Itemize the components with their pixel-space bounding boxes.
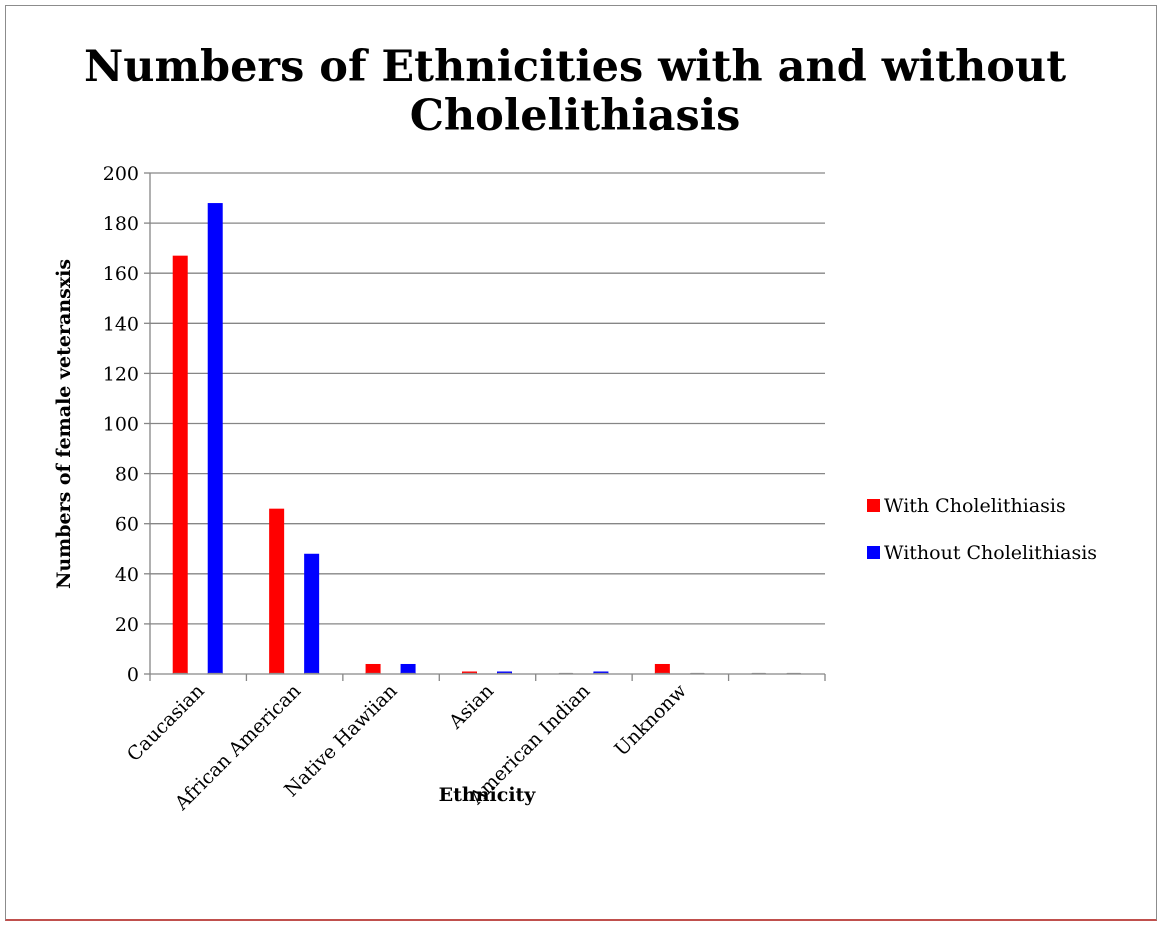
legend-swatch bbox=[867, 546, 880, 559]
chart-frame: Numbers of Ethnicities with and without … bbox=[5, 5, 1157, 921]
legend: With Cholelithiasis Without Cholelithiasi… bbox=[867, 495, 1097, 564]
legend-label: Without Cholelithiasis bbox=[884, 542, 1097, 564]
bar bbox=[172, 255, 188, 675]
bar bbox=[365, 663, 381, 674]
bar bbox=[269, 508, 285, 674]
bar bbox=[304, 553, 320, 674]
bar bbox=[207, 203, 223, 674]
y-tick-label: 160 bbox=[103, 263, 139, 285]
gridlines bbox=[150, 172, 825, 625]
y-tick-labels: 0 20 40 60 80 100 120 140 160 180 200 bbox=[103, 163, 139, 686]
y-tick-label: 40 bbox=[115, 564, 139, 586]
y-tick-label: 80 bbox=[115, 464, 139, 486]
y-tick-label: 20 bbox=[115, 614, 139, 636]
x-tick-label: Unknonw bbox=[610, 679, 691, 760]
legend-swatch bbox=[867, 499, 880, 512]
bar bbox=[497, 671, 512, 674]
y-tick-label: 180 bbox=[103, 213, 139, 235]
y-tick-label: 200 bbox=[103, 163, 139, 185]
y-tick-label: 60 bbox=[115, 514, 139, 536]
y-axis-title: Numbers of female veteransxis bbox=[53, 259, 75, 589]
y-tick-label: 0 bbox=[127, 664, 139, 686]
bars bbox=[172, 203, 802, 675]
bar bbox=[593, 671, 609, 674]
chart-title-line-1: Numbers of Ethnicities with and without bbox=[84, 42, 1066, 92]
y-tick-label: 100 bbox=[103, 414, 139, 436]
bar-chart: Numbers of Ethnicities with and without … bbox=[53, 42, 1097, 815]
axes bbox=[144, 172, 826, 681]
bar bbox=[462, 671, 477, 674]
x-axis-title: Ethnicity bbox=[439, 784, 537, 806]
y-tick-label: 120 bbox=[103, 363, 139, 385]
x-tick-label: Caucasian bbox=[123, 680, 209, 766]
x-tick-label: Asian bbox=[444, 680, 498, 734]
y-tick-label: 140 bbox=[103, 313, 139, 335]
legend-label: With Cholelithiasis bbox=[884, 495, 1066, 517]
chart-title-line-2: Cholelithiasis bbox=[410, 91, 741, 141]
bar bbox=[654, 663, 670, 674]
bar bbox=[400, 663, 416, 674]
